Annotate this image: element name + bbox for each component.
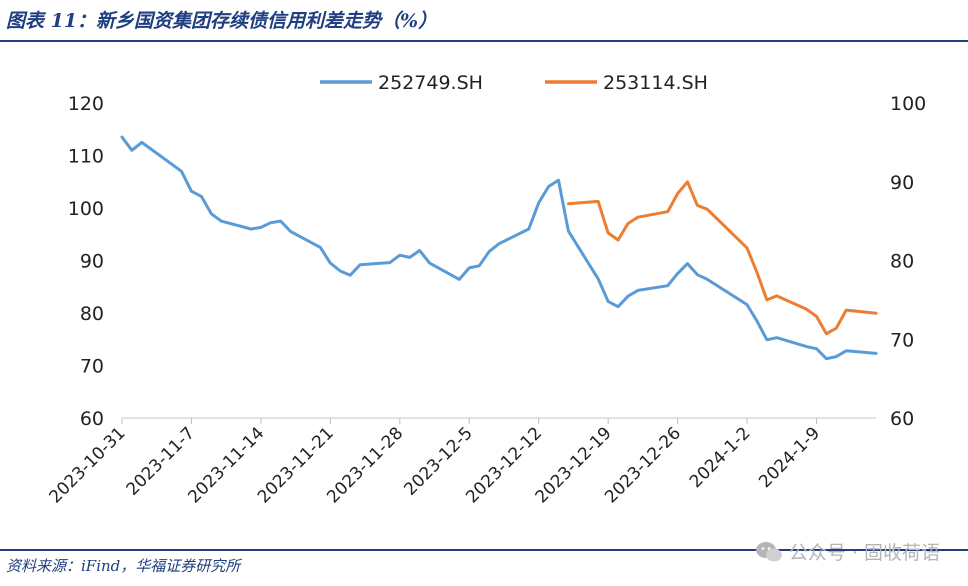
y-left-tick-label: 100 bbox=[68, 198, 104, 220]
title-rule bbox=[0, 40, 968, 42]
series-line-253114sh bbox=[566, 180, 878, 336]
line-chart: 2023-10-312023-11-72023-11-142023-11-212… bbox=[46, 72, 927, 507]
y-right-tick-label: 100 bbox=[890, 93, 926, 115]
wechat-icon bbox=[755, 541, 782, 561]
y-right-tick-label: 90 bbox=[890, 172, 914, 194]
chart-title: 图表 11：新乡国资集团存续债信用利差走势（%） bbox=[6, 10, 438, 32]
y-left-tick-label: 110 bbox=[68, 146, 104, 168]
y-left-tick-label: 60 bbox=[80, 408, 104, 430]
legend-label: 253114.SH bbox=[603, 72, 708, 94]
x-tick-label: 2023-12-5 bbox=[400, 423, 476, 499]
x-tick-label: 2023-10-31 bbox=[46, 423, 130, 507]
y-right-tick-label: 60 bbox=[890, 408, 914, 430]
y-left-tick-label: 80 bbox=[80, 303, 104, 325]
y-right-tick-label: 70 bbox=[890, 329, 914, 351]
y-left-tick-label: 70 bbox=[80, 356, 104, 378]
x-tick-label: 2024-1-9 bbox=[755, 423, 824, 492]
watermark: 公众号 · 固收荷语 bbox=[755, 538, 940, 565]
x-tick-label: 2023-11-7 bbox=[123, 423, 199, 499]
y-left-tick-label: 120 bbox=[68, 93, 104, 115]
legend-label: 252749.SH bbox=[378, 72, 483, 94]
x-tick-label: 2024-1-2 bbox=[686, 423, 755, 492]
source-rule bbox=[0, 549, 968, 551]
watermark-text: 公众号 · 固收荷语 bbox=[788, 542, 940, 564]
y-right-tick-label: 80 bbox=[890, 251, 914, 273]
series-line-252749sh bbox=[120, 135, 878, 361]
y-left-tick-label: 90 bbox=[80, 251, 104, 273]
source-note: 资料来源：iFind，华福证券研究所 bbox=[6, 557, 241, 575]
legend: 252749.SH 253114.SH bbox=[320, 72, 708, 94]
